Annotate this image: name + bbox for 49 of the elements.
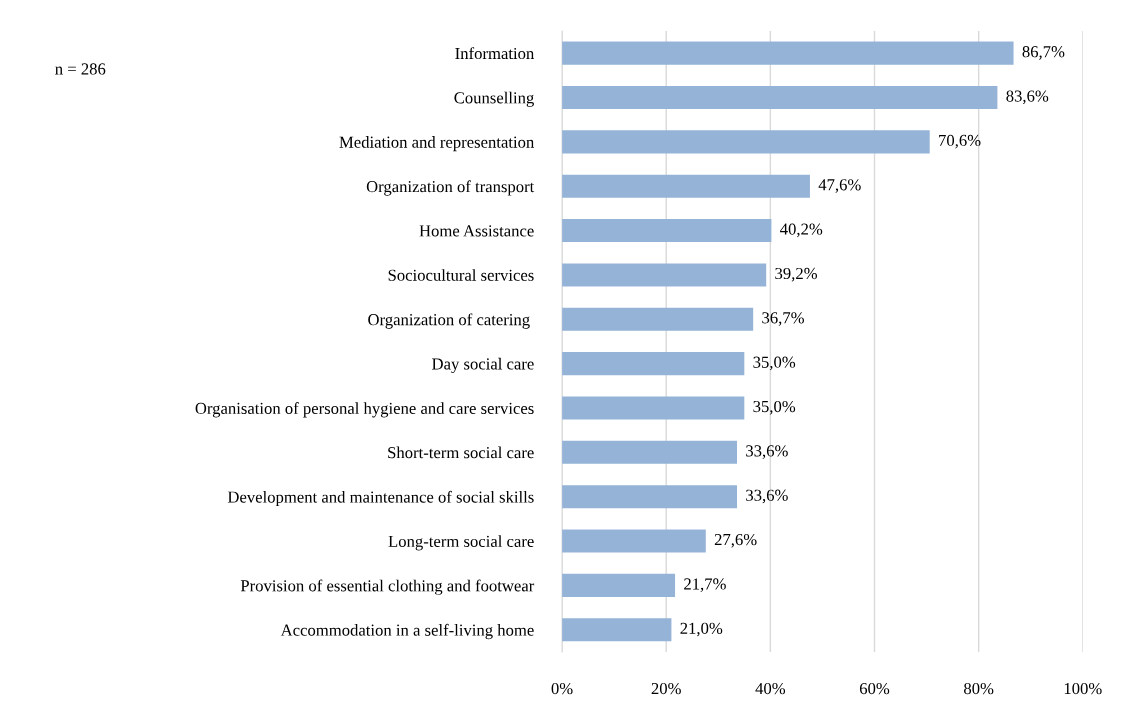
- data-label: 21,7%: [684, 578, 726, 592]
- x-tick-label: 80%: [964, 682, 994, 695]
- data-label: 35,0%: [753, 356, 796, 371]
- y-tick-label: Organisation of personal hygiene and care services: [195, 402, 534, 418]
- y-tick-label: Home Assistance: [419, 225, 534, 237]
- data-label: 27,6%: [714, 533, 757, 548]
- bar: [562, 573, 676, 597]
- data-label: 35,0%: [753, 400, 796, 415]
- bar: [562, 130, 930, 154]
- bar: [562, 174, 810, 198]
- x-tick-label: 40%: [755, 682, 786, 695]
- x-tick-label: 0%: [551, 682, 573, 695]
- y-tick-label: Short-term social care: [388, 446, 534, 459]
- data-label: 83,6%: [1006, 90, 1049, 105]
- bar: [562, 85, 998, 110]
- y-tick-label: Information: [455, 47, 535, 60]
- y-tick-label: Sociocultural services: [388, 269, 534, 281]
- y-tick-label: Provision of essential clothing and footwear: [240, 579, 535, 595]
- data-label: 33,6%: [746, 489, 788, 504]
- bar: [562, 263, 767, 287]
- data-label: 36,7%: [762, 312, 804, 326]
- y-tick-label: Organization of transport: [366, 180, 535, 196]
- data-label: 40,2%: [780, 223, 823, 238]
- y-tick-label: Accommodation in a self-living home: [280, 623, 534, 640]
- data-label: 33,6%: [746, 445, 788, 459]
- y-tick-label: Counselling: [454, 91, 534, 107]
- x-tick-label: 100%: [1064, 682, 1102, 695]
- y-tick-label: Day social care: [432, 357, 534, 373]
- bar: [562, 485, 738, 509]
- data-label: 21,0%: [680, 622, 723, 637]
- bar: [562, 307, 754, 331]
- bar: [562, 41, 1014, 65]
- bar: [562, 440, 738, 464]
- y-tick-label: Development and maintenance of social skills: [227, 490, 534, 507]
- bar: [562, 219, 772, 243]
- y-tick-label: Long-term social care: [388, 535, 534, 551]
- text: n = 286: [55, 63, 106, 75]
- bar: [562, 352, 745, 376]
- data-label: 70,6%: [939, 134, 981, 149]
- bar: [562, 396, 745, 420]
- x-tick-label: 60%: [859, 682, 890, 695]
- y-tick-label: Organization of catering: [368, 313, 530, 329]
- data-label: 39,2%: [775, 267, 818, 282]
- data-label: 47,6%: [818, 179, 861, 193]
- bar: [562, 529, 706, 553]
- data-label: 86,7%: [1022, 46, 1065, 60]
- bar: [562, 618, 672, 642]
- y-tick-label: Mediation and representation: [339, 136, 535, 152]
- x-tick-label: 20%: [651, 682, 681, 695]
